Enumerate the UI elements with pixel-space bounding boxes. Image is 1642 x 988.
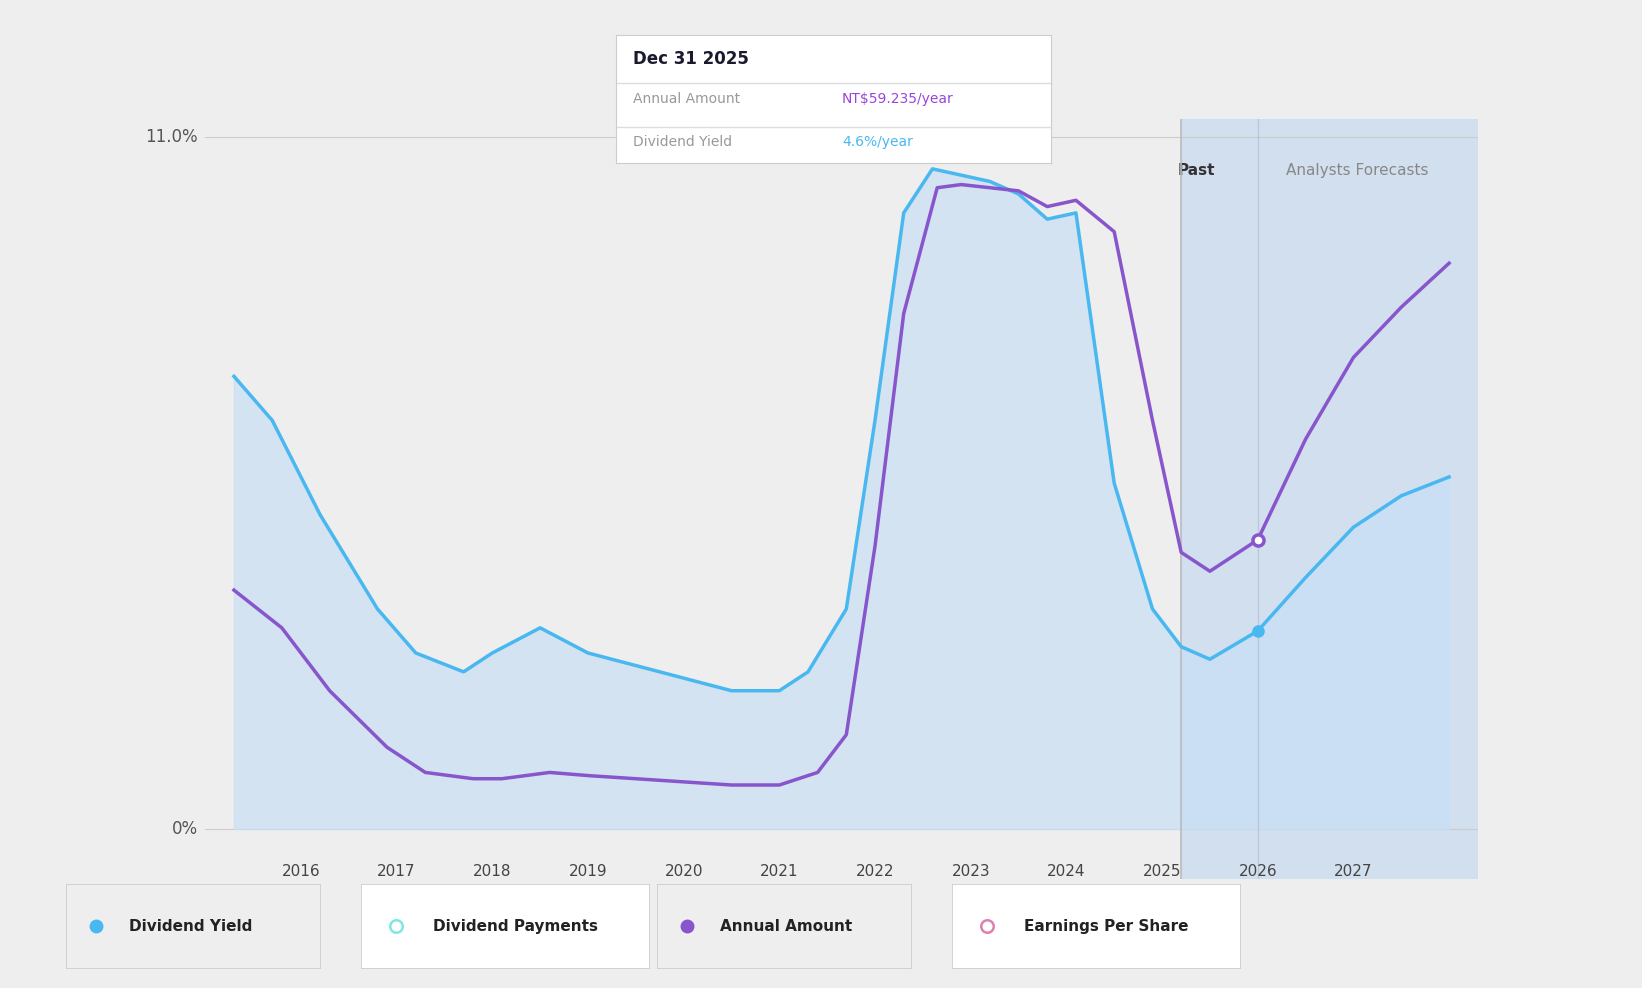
Text: Dec 31 2025: Dec 31 2025 (634, 50, 749, 68)
Text: 2021: 2021 (760, 864, 798, 878)
Text: 11.0%: 11.0% (144, 128, 197, 146)
Text: 2017: 2017 (378, 864, 415, 878)
Text: 2022: 2022 (855, 864, 895, 878)
Text: 2019: 2019 (568, 864, 608, 878)
Text: Dividend Payments: Dividend Payments (433, 919, 598, 934)
Text: 2023: 2023 (951, 864, 990, 878)
Text: Annual Amount: Annual Amount (634, 93, 741, 107)
Text: 2027: 2027 (1335, 864, 1373, 878)
Text: Analysts Forecasts: Analysts Forecasts (1286, 163, 1429, 178)
Text: Past: Past (1177, 163, 1215, 178)
Bar (1181, 119, 1478, 879)
Text: NT$59.235/year: NT$59.235/year (842, 93, 954, 107)
Text: 2024: 2024 (1048, 864, 1085, 878)
Text: 4.6%/year: 4.6%/year (842, 134, 913, 149)
Text: 2025: 2025 (1143, 864, 1181, 878)
Text: 2018: 2018 (473, 864, 512, 878)
Text: Earnings Per Share: Earnings Per Share (1025, 919, 1189, 934)
Text: Annual Amount: Annual Amount (721, 919, 852, 934)
Text: Dividend Yield: Dividend Yield (634, 134, 732, 149)
Text: 2026: 2026 (1238, 864, 1277, 878)
Text: 2020: 2020 (665, 864, 703, 878)
Text: Dividend Yield: Dividend Yield (130, 919, 253, 934)
Text: 2016: 2016 (282, 864, 320, 878)
Text: 0%: 0% (171, 820, 197, 838)
